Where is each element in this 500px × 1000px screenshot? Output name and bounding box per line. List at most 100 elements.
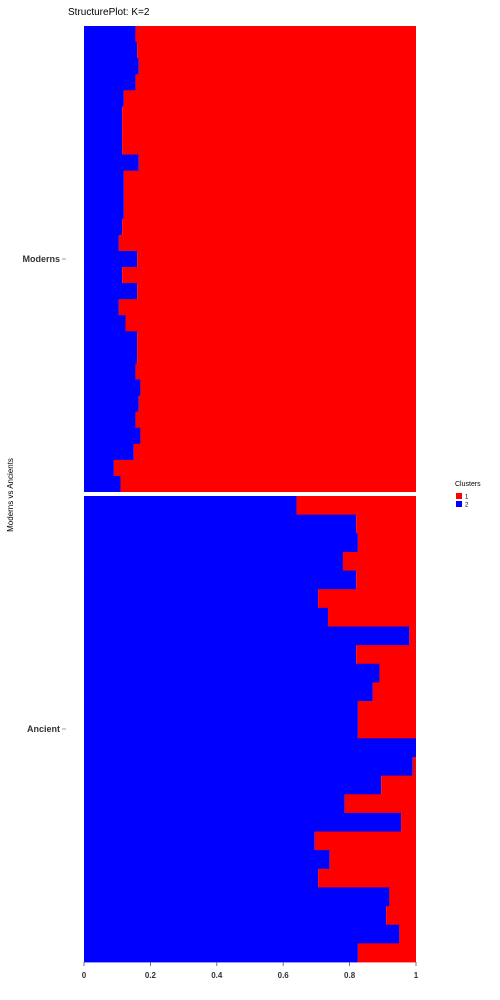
bar-cluster-1 <box>379 663 416 683</box>
bar-cluster-1 <box>356 514 416 534</box>
bar-cluster-1 <box>113 459 416 477</box>
bar-cluster-2 <box>84 250 138 268</box>
bar-cluster-1 <box>314 831 416 851</box>
bar-cluster-1 <box>357 533 416 553</box>
bar-cluster-2 <box>84 138 123 155</box>
bar-cluster-2 <box>84 756 413 776</box>
bar-cluster-2 <box>84 738 416 758</box>
bar-cluster-2 <box>84 347 138 364</box>
x-tick-label: 0.2 <box>145 971 157 980</box>
group-labels: Moderns Ancient <box>22 254 66 734</box>
bar-cluster-2 <box>84 186 124 204</box>
bar-cluster-2 <box>84 514 357 534</box>
bar-cluster-1 <box>318 868 416 888</box>
bar-cluster-1 <box>296 496 416 516</box>
bar-cluster-1 <box>140 379 416 396</box>
bar-cluster-1 <box>122 267 417 284</box>
bar-cluster-1 <box>357 701 416 721</box>
bar-cluster-2 <box>84 794 345 814</box>
bar-cluster-2 <box>84 267 123 284</box>
bar-cluster-1 <box>137 347 416 364</box>
bar-cluster-1 <box>135 411 416 429</box>
bar-cluster-2 <box>84 570 357 590</box>
bar-cluster-2 <box>84 90 124 107</box>
bar-cluster-2 <box>84 202 124 220</box>
bar-cluster-2 <box>84 379 141 396</box>
bar-cluster-2 <box>84 459 114 477</box>
chart-title: StructurePlot: K=2 <box>68 7 150 18</box>
bar-cluster-2 <box>84 299 119 316</box>
bar-cluster-2 <box>84 58 139 75</box>
bar-cluster-1 <box>372 682 416 702</box>
bar-cluster-1 <box>356 645 416 665</box>
bar-cluster-1 <box>342 551 416 571</box>
bar-cluster-2 <box>84 170 124 188</box>
legend-label: 2 <box>465 502 469 508</box>
bar-cluster-2 <box>84 283 138 300</box>
bar-cluster-2 <box>84 331 138 348</box>
bar-cluster-2 <box>84 533 358 553</box>
bar-cluster-2 <box>84 663 380 683</box>
bar-cluster-1 <box>318 589 416 609</box>
bar-cluster-1 <box>409 626 416 646</box>
bar-cluster-1 <box>123 202 416 220</box>
bar-cluster-2 <box>84 626 410 646</box>
bar-cluster-1 <box>133 443 417 461</box>
bar-cluster-1 <box>357 943 416 963</box>
bar-cluster-1 <box>137 283 416 300</box>
bar-cluster-1 <box>412 756 416 776</box>
bar-cluster-2 <box>84 607 329 627</box>
bar-cluster-1 <box>137 42 416 59</box>
panel-gap <box>84 492 416 496</box>
bar-cluster-2 <box>84 234 119 252</box>
bar-cluster-1 <box>328 607 416 627</box>
x-tick-label: 1 <box>414 971 419 980</box>
bar-cluster-1 <box>122 138 417 155</box>
bar-cluster-2 <box>84 154 139 172</box>
bar-cluster-1 <box>137 250 416 268</box>
bar-cluster-1 <box>357 719 416 739</box>
legend: Clusters 1 2 <box>455 481 481 508</box>
x-tick-label: 0.8 <box>344 971 356 980</box>
bar-cluster-1 <box>123 90 416 107</box>
bar-cluster-1 <box>122 122 417 139</box>
bar-cluster-1 <box>123 170 416 188</box>
bar-cluster-2 <box>84 496 297 516</box>
bar-cluster-2 <box>84 42 138 59</box>
bar-cluster-1 <box>386 906 416 926</box>
bar-cluster-1 <box>135 363 416 380</box>
bar-cluster-1 <box>140 427 416 445</box>
bar-cluster-1 <box>344 794 416 814</box>
legend-title: Clusters <box>455 481 481 488</box>
bar-cluster-2 <box>84 363 136 380</box>
bar-cluster-1 <box>122 106 417 123</box>
bar-cluster-2 <box>84 74 136 91</box>
bar-cluster-2 <box>84 924 400 944</box>
bar-cluster-2 <box>84 775 382 795</box>
bar-cluster-1 <box>118 299 417 316</box>
x-tick-label: 0.4 <box>211 971 223 980</box>
bar-cluster-1 <box>118 234 417 252</box>
bar-cluster-1 <box>389 887 416 907</box>
x-tick-label: 0 <box>82 971 87 980</box>
group-label: Ancient <box>27 724 60 734</box>
bar-cluster-2 <box>84 943 358 963</box>
bar-cluster-2 <box>84 475 121 493</box>
bar-cluster-1 <box>138 58 416 75</box>
bar-cluster-1 <box>329 850 416 870</box>
bar-cluster-2 <box>84 645 357 665</box>
legend-swatch <box>456 501 462 507</box>
bar-cluster-2 <box>84 218 123 236</box>
panel-separator <box>84 492 416 496</box>
bar-cluster-2 <box>84 831 315 851</box>
bar-cluster-2 <box>84 887 390 907</box>
legend-swatch <box>456 493 462 499</box>
bar-cluster-2 <box>84 701 358 721</box>
bar-cluster-1 <box>135 26 416 43</box>
bar-cluster-1 <box>137 331 416 348</box>
x-axis: 0 0.2 0.4 0.6 0.8 1 <box>82 962 419 980</box>
bar-cluster-1 <box>122 218 417 236</box>
bar-cluster-2 <box>84 551 343 571</box>
bar-cluster-1 <box>135 74 416 91</box>
bar-cluster-2 <box>84 122 123 139</box>
